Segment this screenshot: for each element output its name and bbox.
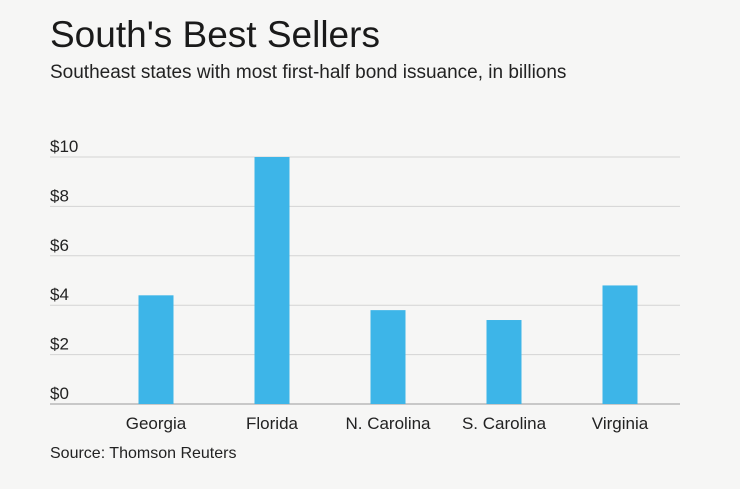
bars	[138, 157, 638, 404]
x-tick-label: Georgia	[126, 414, 187, 433]
bar	[138, 295, 174, 404]
y-tick-label: $10	[50, 137, 78, 156]
x-tick-label: N. Carolina	[345, 414, 431, 433]
x-tick-label: Florida	[246, 414, 299, 433]
bar	[486, 320, 522, 404]
bar	[254, 157, 290, 404]
y-tick-label: $2	[50, 335, 69, 354]
y-tick-label: $6	[50, 236, 69, 255]
bar	[370, 310, 406, 404]
y-tick-label: $8	[50, 186, 69, 205]
y-tick-label: $4	[50, 285, 69, 304]
y-grid	[50, 156, 680, 405]
chart-subtitle: Southeast states with most first-half bo…	[50, 62, 567, 83]
x-tick-label: Virginia	[592, 414, 649, 433]
bar	[602, 285, 638, 404]
y-tick-label: $0	[50, 384, 69, 403]
x-tick-labels: Georgia Florida N. Carolina S. Carolina Virg…	[126, 414, 649, 433]
chart-title: South's Best Sellers	[50, 14, 380, 55]
source-note: Source: Thomson Reuters	[50, 445, 237, 462]
x-tick-label: S. Carolina	[462, 414, 547, 433]
y-tick-labels: $0 $2 $4 $6 $8 $10	[50, 137, 78, 403]
